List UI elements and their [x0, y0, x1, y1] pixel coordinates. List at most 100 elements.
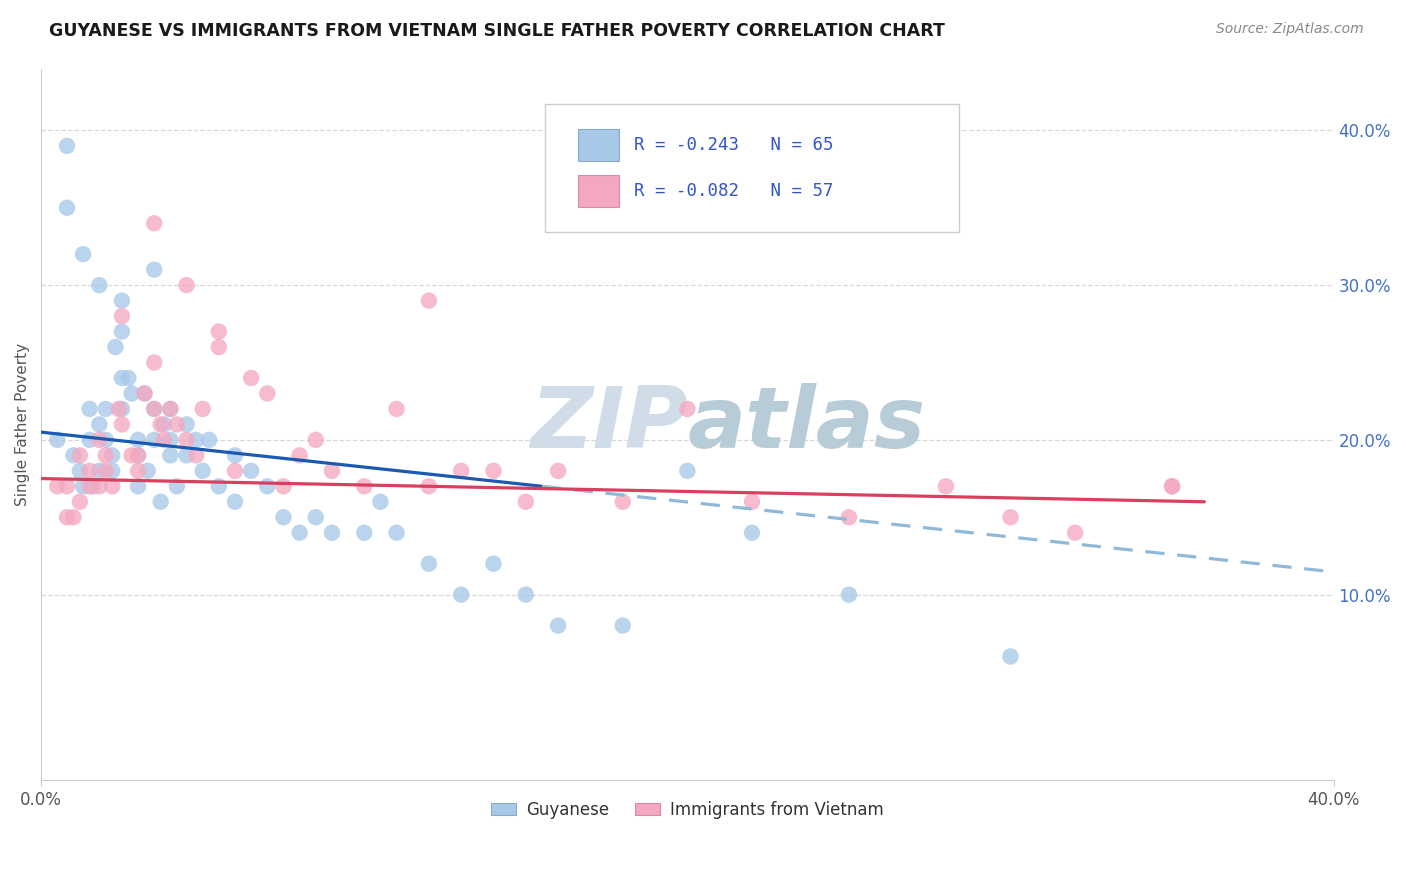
Point: [273, 479, 295, 493]
Point: [159, 448, 181, 462]
Point: [741, 525, 763, 540]
Point: [676, 464, 699, 478]
Point: [153, 417, 176, 432]
Point: [288, 448, 311, 462]
Point: [515, 495, 537, 509]
Point: [69, 448, 91, 462]
Text: atlas: atlas: [688, 383, 925, 466]
Point: [1000, 649, 1022, 664]
Point: [176, 448, 198, 462]
Point: [256, 386, 278, 401]
Point: [89, 464, 111, 478]
Point: [46, 479, 69, 493]
Point: [191, 464, 214, 478]
Point: [127, 479, 149, 493]
Point: [482, 464, 505, 478]
Point: [353, 479, 375, 493]
Point: [143, 216, 166, 230]
Point: [321, 525, 343, 540]
Text: GUYANESE VS IMMIGRANTS FROM VIETNAM SINGLE FATHER POVERTY CORRELATION CHART: GUYANESE VS IMMIGRANTS FROM VIETNAM SING…: [49, 22, 945, 40]
Point: [240, 371, 263, 385]
Point: [104, 340, 127, 354]
Point: [111, 309, 134, 323]
Point: [56, 139, 79, 153]
Point: [256, 479, 278, 493]
Point: [935, 479, 957, 493]
Point: [166, 479, 188, 493]
Point: [450, 464, 472, 478]
Point: [198, 433, 221, 447]
Point: [143, 355, 166, 369]
Point: [89, 278, 111, 293]
Point: [418, 293, 440, 308]
Point: [56, 479, 79, 493]
Point: [612, 495, 634, 509]
Point: [72, 479, 94, 493]
Point: [208, 479, 231, 493]
Point: [176, 278, 198, 293]
Point: [72, 247, 94, 261]
Point: [418, 479, 440, 493]
Point: [1064, 525, 1087, 540]
Point: [89, 479, 111, 493]
Point: [107, 401, 129, 416]
Point: [111, 325, 134, 339]
Point: [1000, 510, 1022, 524]
FancyBboxPatch shape: [546, 104, 959, 232]
Point: [79, 464, 101, 478]
Point: [166, 417, 188, 432]
Point: [111, 293, 134, 308]
Point: [676, 401, 699, 416]
Point: [321, 464, 343, 478]
Point: [159, 401, 181, 416]
Point: [838, 510, 860, 524]
Text: R = -0.082   N = 57: R = -0.082 N = 57: [634, 182, 834, 201]
Point: [111, 371, 134, 385]
Point: [79, 433, 101, 447]
Point: [94, 433, 117, 447]
Point: [134, 386, 156, 401]
FancyBboxPatch shape: [578, 129, 619, 161]
Point: [176, 417, 198, 432]
Point: [117, 371, 139, 385]
Point: [127, 464, 149, 478]
Point: [101, 464, 124, 478]
Point: [149, 495, 172, 509]
Point: [153, 433, 176, 447]
Point: [515, 588, 537, 602]
Point: [127, 448, 149, 462]
Point: [186, 448, 208, 462]
Point: [159, 401, 181, 416]
Point: [62, 510, 84, 524]
Point: [101, 479, 124, 493]
Point: [224, 464, 246, 478]
Point: [121, 386, 143, 401]
Point: [94, 464, 117, 478]
Point: [191, 401, 214, 416]
Point: [612, 618, 634, 632]
Point: [370, 495, 392, 509]
Point: [69, 464, 91, 478]
Text: ZIP: ZIP: [530, 383, 688, 466]
Point: [273, 510, 295, 524]
Point: [240, 464, 263, 478]
Point: [224, 495, 246, 509]
Point: [418, 557, 440, 571]
Point: [385, 525, 408, 540]
Point: [450, 588, 472, 602]
Y-axis label: Single Father Poverty: Single Father Poverty: [15, 343, 30, 506]
Point: [121, 448, 143, 462]
Point: [186, 433, 208, 447]
Point: [62, 448, 84, 462]
Legend: Guyanese, Immigrants from Vietnam: Guyanese, Immigrants from Vietnam: [485, 794, 890, 825]
Point: [208, 340, 231, 354]
Point: [385, 401, 408, 416]
Point: [143, 401, 166, 416]
Point: [127, 448, 149, 462]
Point: [89, 417, 111, 432]
FancyBboxPatch shape: [578, 176, 619, 207]
Point: [482, 557, 505, 571]
Point: [288, 525, 311, 540]
Point: [159, 433, 181, 447]
Point: [1161, 479, 1184, 493]
